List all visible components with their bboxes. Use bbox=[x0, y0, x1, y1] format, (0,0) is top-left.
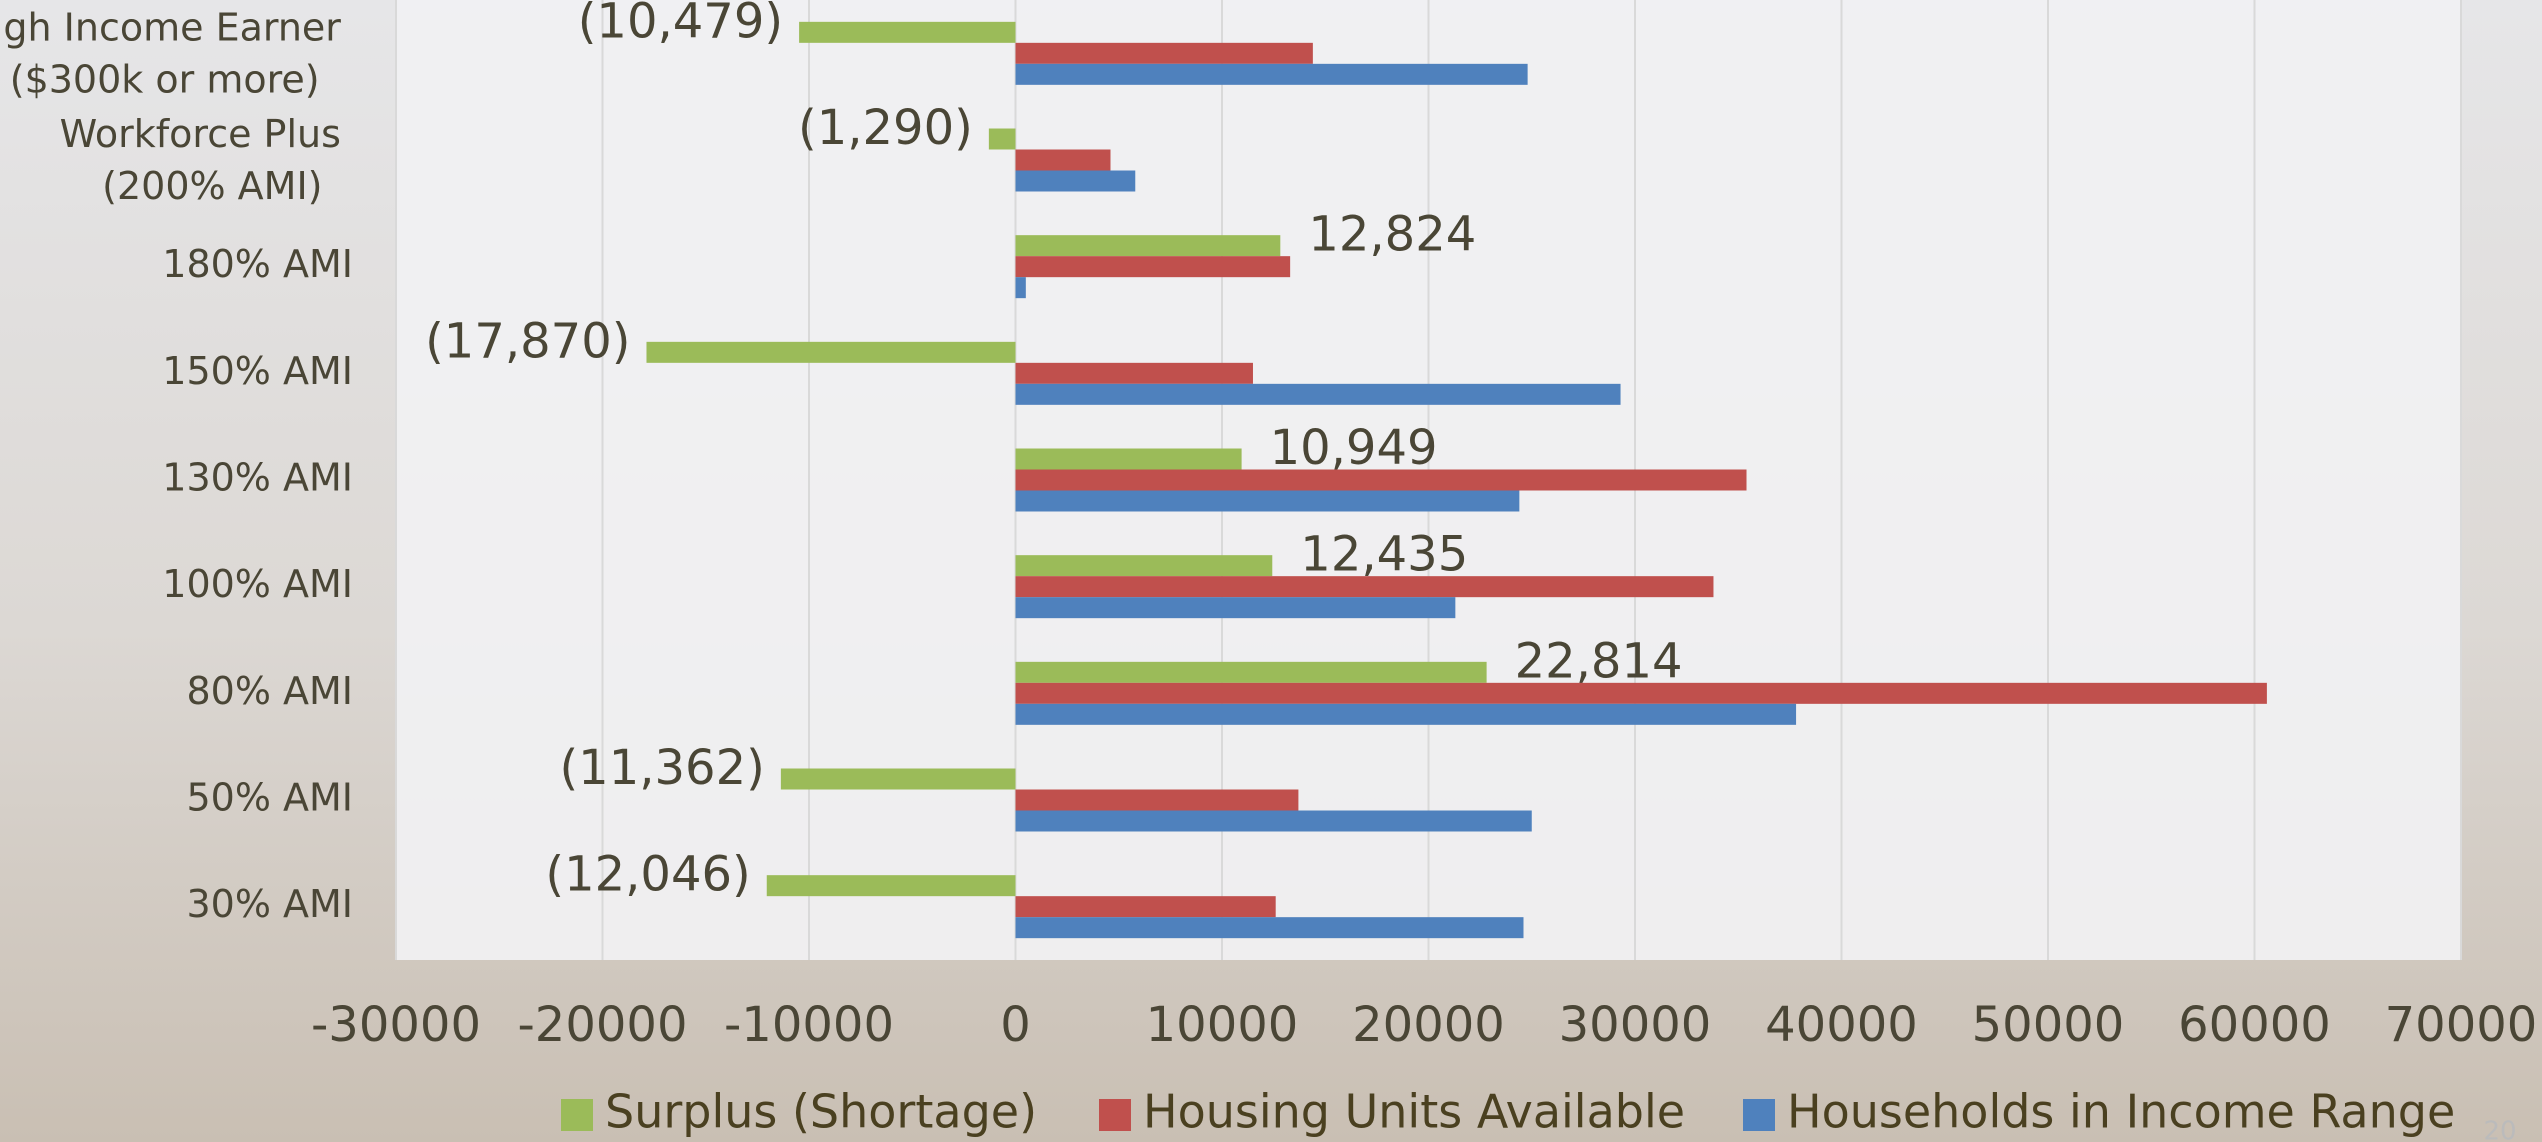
chart: 20 -30000 -20000 -10000 0 10000 20000 30000 400… bbox=[0, 0, 2542, 1142]
data-label: 10,949 bbox=[1270, 420, 1438, 476]
bar bbox=[781, 769, 1016, 790]
bar bbox=[799, 22, 1015, 43]
x-tick-label: -30000 bbox=[311, 997, 481, 1053]
x-tick-label: 10000 bbox=[1146, 997, 1299, 1053]
bar bbox=[1016, 384, 1621, 405]
bar bbox=[767, 875, 1016, 896]
bar bbox=[1016, 43, 1313, 64]
data-label: 22,814 bbox=[1515, 633, 1683, 689]
y-tick-label: 130% AMI bbox=[162, 456, 353, 500]
legend-label: Surplus (Shortage) bbox=[605, 1085, 1037, 1139]
bar bbox=[1016, 64, 1528, 85]
data-label: (12,046) bbox=[545, 847, 750, 903]
bar bbox=[1016, 491, 1520, 512]
y-tick-label: 50% AMI bbox=[186, 776, 353, 820]
data-label: (11,362) bbox=[559, 740, 764, 796]
bar bbox=[1016, 597, 1456, 618]
y-tick-label: 30% AMI bbox=[186, 882, 353, 926]
bar bbox=[1016, 576, 1714, 597]
bar bbox=[1016, 256, 1291, 277]
x-tick-label: 70000 bbox=[2385, 997, 2538, 1053]
x-tick-label: -20000 bbox=[517, 997, 687, 1053]
y-tick-label: 100% AMI bbox=[162, 562, 353, 606]
x-tick-label: 30000 bbox=[1559, 997, 1712, 1053]
bar bbox=[1016, 555, 1273, 576]
legend-swatch bbox=[561, 1099, 593, 1131]
bar bbox=[1016, 150, 1111, 171]
bar bbox=[1016, 470, 1747, 491]
bar bbox=[1016, 917, 1524, 938]
bar bbox=[1016, 171, 1136, 192]
x-tick-label: 50000 bbox=[1972, 997, 2125, 1053]
data-label: 12,824 bbox=[1308, 207, 1476, 263]
bar bbox=[1016, 896, 1276, 917]
legend-label: Housing Units Available bbox=[1143, 1085, 1685, 1139]
bar bbox=[1016, 235, 1281, 256]
data-label: (10,479) bbox=[578, 0, 783, 49]
bar bbox=[1016, 363, 1253, 384]
bar bbox=[1016, 277, 1026, 298]
slide-number: 20 bbox=[2483, 1117, 2516, 1142]
legend-label: Households in Income Range bbox=[1787, 1085, 2455, 1139]
bar bbox=[1016, 790, 1299, 811]
bar bbox=[1016, 811, 1532, 832]
bar bbox=[989, 129, 1016, 150]
bar bbox=[1016, 704, 1797, 725]
page: 20 -30000 -20000 -10000 0 10000 20000 30000 400… bbox=[0, 0, 2542, 1142]
y-tick-label: 180% AMI bbox=[162, 242, 353, 286]
bar bbox=[1016, 449, 1242, 470]
x-tick-label: -10000 bbox=[724, 997, 894, 1053]
y-tick-label: 80% AMI bbox=[186, 669, 353, 713]
bar bbox=[1016, 662, 1487, 683]
legend-swatch bbox=[1743, 1099, 1775, 1131]
label-line: ($300k or more) bbox=[10, 57, 320, 101]
x-tick-label: 60000 bbox=[2178, 997, 2331, 1053]
data-label: (1,290) bbox=[798, 100, 973, 156]
label-line: Workforce Plus bbox=[60, 112, 353, 156]
legend-swatch bbox=[1099, 1099, 1131, 1131]
bar bbox=[646, 342, 1015, 363]
x-tick-label: 20000 bbox=[1352, 997, 1505, 1053]
bar bbox=[1016, 683, 2267, 704]
x-tick-label: 0 bbox=[1000, 997, 1031, 1053]
label-line: (200% AMI) bbox=[102, 164, 322, 208]
data-label: (17,870) bbox=[425, 313, 630, 369]
x-tick-label: 40000 bbox=[1765, 997, 1918, 1053]
data-label: 12,435 bbox=[1300, 527, 1468, 583]
label-line: High Income Earner bbox=[0, 5, 353, 49]
y-tick-label: 150% AMI bbox=[162, 349, 353, 393]
